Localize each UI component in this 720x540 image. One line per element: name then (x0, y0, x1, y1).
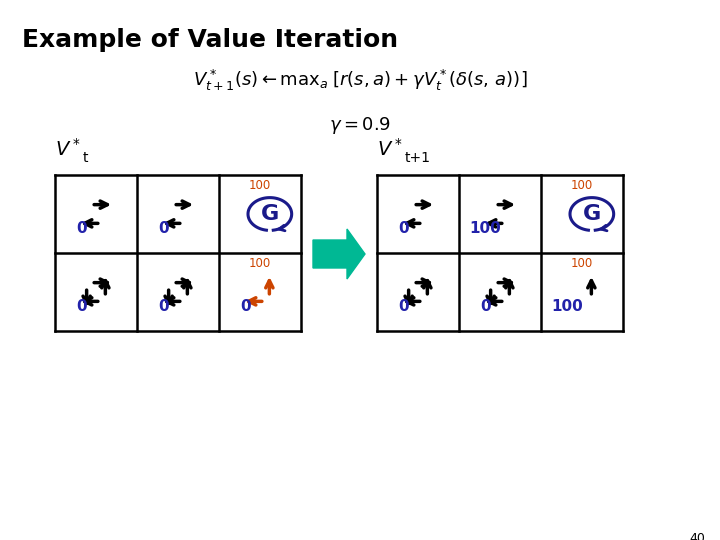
Text: G: G (582, 204, 601, 224)
Text: t: t (83, 151, 89, 165)
Text: 0: 0 (158, 220, 168, 235)
Text: $\gamma = 0.9$: $\gamma = 0.9$ (329, 115, 391, 136)
Text: Example of Value Iteration: Example of Value Iteration (22, 28, 398, 52)
Text: 100: 100 (249, 179, 271, 192)
Text: $V^*$: $V^*$ (377, 138, 402, 160)
Text: $V^*_{t+1}(s) \leftarrow \mathrm{max}_a\;[r(s,a) + \gamma V^*_t(\delta(s,\,a))]$: $V^*_{t+1}(s) \leftarrow \mathrm{max}_a\… (193, 68, 527, 93)
FancyArrow shape (313, 229, 365, 279)
Text: 0: 0 (76, 220, 86, 235)
Text: 40: 40 (689, 532, 705, 540)
Text: 0: 0 (398, 220, 408, 235)
Text: t+1: t+1 (405, 151, 431, 165)
Text: 100: 100 (552, 299, 583, 314)
Text: G: G (261, 204, 279, 224)
Text: 100: 100 (571, 179, 593, 192)
Text: 100: 100 (571, 257, 593, 270)
Text: 0: 0 (76, 299, 86, 314)
Text: 0: 0 (480, 299, 490, 314)
Text: 0: 0 (158, 299, 168, 314)
Text: 100: 100 (469, 220, 501, 235)
Text: 100: 100 (249, 257, 271, 270)
Text: 0: 0 (398, 299, 408, 314)
Text: 0: 0 (240, 299, 251, 314)
Text: $V^*$: $V^*$ (55, 138, 81, 160)
